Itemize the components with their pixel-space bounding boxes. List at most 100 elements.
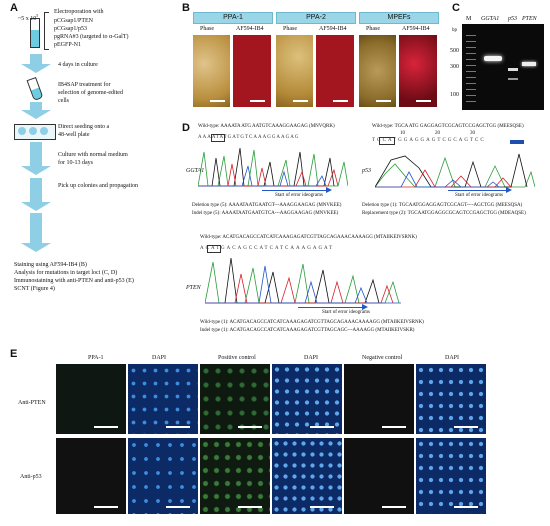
img-p53-dapi-1 xyxy=(128,438,198,514)
panel-a-label: A xyxy=(10,2,18,14)
pten-error-text: Start of error ideograms xyxy=(322,310,370,315)
ggta1-indel: Indel type (5): AAAATAATGAATGTCA---AAGGA… xyxy=(192,211,339,216)
scale-bar xyxy=(382,506,406,508)
plasmid-4: pEGFP-N1 xyxy=(54,42,82,48)
flow-arrowhead-2 xyxy=(21,110,51,119)
col-dapi-1: DAPI xyxy=(152,355,167,361)
p53-error-arrow xyxy=(448,190,506,191)
img-p53-ppa1 xyxy=(56,438,126,514)
cuvette-icon xyxy=(30,18,40,48)
scale-bar xyxy=(94,506,118,508)
img-pten-dapi-2 xyxy=(272,364,342,434)
lane-p53: p53 xyxy=(508,16,517,22)
step-5: Pick up colonies and propagation xyxy=(58,183,138,189)
scale-bar xyxy=(310,426,334,428)
final-2: Analysis for mutations in target loci (C… xyxy=(14,270,118,276)
panel-b-label: B xyxy=(182,2,190,14)
scale-bar xyxy=(210,100,225,102)
img-pten-positive xyxy=(200,364,270,434)
sub-af594-2: AF594-IB4 xyxy=(319,26,347,32)
flow-arrow-3 xyxy=(30,142,42,166)
pten-error-arrow xyxy=(298,307,362,308)
img-p53-dapi-3 xyxy=(416,438,486,514)
flow-arrowhead-3 xyxy=(21,166,51,175)
lane-m: M xyxy=(466,16,472,22)
p53-label: p53 xyxy=(362,168,371,174)
well-1 xyxy=(18,127,26,135)
img-p53-dapi-2 xyxy=(272,438,342,514)
col-positive-control: Positive control xyxy=(218,355,256,361)
img-pten-dapi-3 xyxy=(416,364,486,434)
group-header-ppa1: PPA-1 xyxy=(193,12,273,24)
ggta1-wt: Wild-type: AAAATA ATG AATGTCAAAGGAAGAG (… xyxy=(198,124,335,129)
final-4: SCNT (Figure 4) xyxy=(14,286,55,292)
step-4-line-1: Culture with normal medium xyxy=(58,152,128,158)
panel-d-label: D xyxy=(182,122,190,134)
scale-bar xyxy=(333,100,348,102)
col-ppa1: PPA-1 xyxy=(88,355,104,361)
plasmid-1: pCGsap1/PTEN xyxy=(54,18,93,24)
flow-arrow-1 xyxy=(30,54,42,64)
sub-phase-3: Phase xyxy=(366,26,380,32)
pten-wt1: Wild-type (1): ACATGACAGCCATCATCAAAGAGAT… xyxy=(200,320,424,325)
phase-image-mpefs xyxy=(359,35,396,107)
p53-chromatogram xyxy=(375,153,535,188)
ggta1-error-arrow xyxy=(262,190,326,191)
sub-phase-1: Phase xyxy=(200,26,214,32)
pten-indel: Indel type (1): ACATGACAGCCATCATCAAAGAGA… xyxy=(200,328,415,333)
ggta1-error-text: Start of error ideograms xyxy=(275,193,323,198)
ggta1-seq: AAAATATGATGTCAAAGGAAGAG xyxy=(198,135,300,140)
col-negative-control: Negative control xyxy=(362,355,403,361)
p53-seq: TGCATGGAGGAGTCGCAGTCC xyxy=(372,138,486,143)
flow-arrow-2 xyxy=(30,102,42,110)
img-p53-negative xyxy=(344,438,414,514)
scale-bar xyxy=(238,426,262,428)
phase-image-ppa1 xyxy=(193,35,230,107)
p53-rep: Replacement type (2): TGCAATGGAGGCGCAGTC… xyxy=(362,211,526,216)
ggta1-start-box xyxy=(211,134,225,142)
ggta1-chromatogram xyxy=(198,147,348,187)
scale-bar xyxy=(166,506,190,508)
final-1: Staining using AF594-IB4 (B) xyxy=(14,262,87,268)
img-p53-positive xyxy=(200,438,270,514)
pten-seq: ACATGACAGCCATCATCAAAGAGAT xyxy=(200,246,335,251)
p53-wt: Wild-type: TGCA ATG GAGGAGTCGCAGTCCGAGCT… xyxy=(372,124,524,129)
img-pten-dapi-1 xyxy=(128,364,198,434)
scale-bar xyxy=(293,100,308,102)
scale-bar xyxy=(382,426,406,428)
step-2-line-3: cells xyxy=(58,98,69,104)
step-1: 4 days in culture xyxy=(58,62,98,68)
scale-bar xyxy=(376,100,391,102)
sub-af594-3: AF594-IB4 xyxy=(402,26,430,32)
ib4-image-mpefs xyxy=(399,35,437,107)
well-3 xyxy=(40,127,48,135)
p53-del: Deletion type (1): TGCAATGGAGGAGTCGCAGT-… xyxy=(362,203,523,208)
well-2 xyxy=(29,127,37,135)
col-dapi-2: DAPI xyxy=(304,355,319,361)
marker-300: 300 xyxy=(450,64,459,70)
tube-icon xyxy=(26,76,44,102)
step-2-line-1: IB4SAP treatment for xyxy=(58,82,111,88)
flow-arrowhead-4 xyxy=(21,202,51,211)
flow-arrowhead-1 xyxy=(21,64,51,73)
group-header-ppa2: PPA-2 xyxy=(276,12,356,24)
electroporation-label: Electroporation with xyxy=(54,9,104,15)
plasmid-3: pgRNA#3 (targeted to α-GalT) xyxy=(54,34,129,40)
scale-bar xyxy=(416,100,431,102)
panel-e-label: E xyxy=(10,348,18,360)
p53-error-arrowhead xyxy=(506,187,512,193)
pten-start-box xyxy=(207,245,221,253)
row-anti-pten: Anti-PTEN xyxy=(18,400,46,406)
phase-image-ppa2 xyxy=(276,35,313,107)
flow-arrow-4 xyxy=(30,178,42,202)
sub-af594-1: AF594-IB4 xyxy=(236,26,264,32)
ladder-bands xyxy=(466,30,476,104)
p53-error-text: Start of error ideograms xyxy=(455,193,503,198)
marker-100: 100 xyxy=(450,92,459,98)
scale-bar xyxy=(454,506,478,508)
pten-error-arrowhead xyxy=(362,304,368,310)
step-2-line-2: selection of genome-edited xyxy=(58,90,123,96)
pten-label: PTEN xyxy=(186,285,201,291)
pten-chromatogram xyxy=(205,257,401,304)
flow-arrow-5 xyxy=(30,213,42,243)
